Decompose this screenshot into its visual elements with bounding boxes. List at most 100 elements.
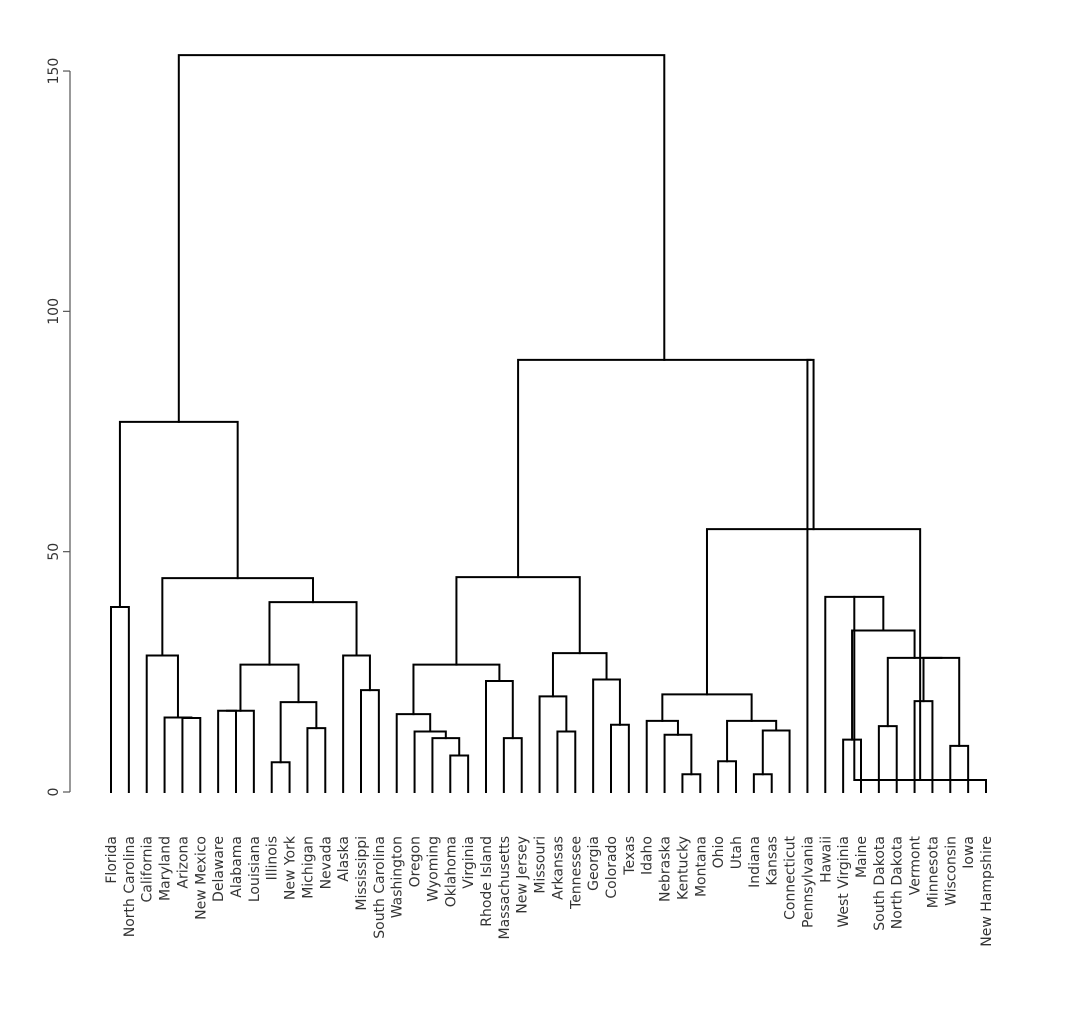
leaf-label: Alabama (229, 836, 245, 898)
dendrogram-link (877, 725, 898, 793)
dendrogram-link (645, 719, 679, 793)
leaf-label: Connecticut (783, 835, 799, 919)
leaf-label: Hawaii (818, 836, 834, 883)
dendrogram-link (502, 737, 523, 793)
dendrogram-link (270, 761, 291, 793)
leaf-label: Michigan (300, 836, 316, 899)
leaf-label: Maryland (158, 836, 174, 901)
leaf-label: Nebraska (658, 836, 674, 902)
dendrogram-link (217, 709, 237, 793)
dendrogram-link (551, 652, 608, 698)
leaf-label: Tennessee (568, 836, 584, 910)
leaf-label: New Mexico (193, 836, 209, 920)
leaf-label: Massachusetts (497, 836, 513, 939)
leaf-label: Pennsylvania (800, 836, 816, 928)
dendrogram-link (752, 773, 773, 793)
leaf-label: South Carolina (372, 836, 388, 939)
dendrogram-link (913, 700, 934, 793)
dendrogram-link (726, 719, 778, 763)
leaf-label: Wisconsin (943, 836, 959, 906)
leaf-label: Georgia (586, 836, 602, 891)
dendrogram-link (226, 709, 255, 793)
dendrogram-link (681, 773, 702, 793)
y-tick-label: 0 (46, 788, 62, 797)
leaf-label: Montana (693, 836, 709, 897)
leaf-label: Virginia (461, 836, 477, 889)
dendrogram-link (663, 733, 693, 793)
dendrogram-link (431, 737, 461, 793)
y-tick-label: 100 (46, 298, 62, 325)
leaf-label: Texas (622, 836, 638, 876)
leaf-label: Minnesota (925, 836, 941, 908)
leaf-label: Ohio (711, 836, 727, 868)
dendrogram-link (886, 656, 943, 728)
dendrogram-link (717, 760, 737, 793)
dendrogram-link (806, 358, 815, 793)
leaf-label: Colorado (604, 836, 620, 899)
leaf-label: Arkansas (550, 836, 566, 900)
dendrogram-link (279, 701, 318, 764)
dendrogram-link (360, 689, 380, 793)
y-axis: 0 50 100 150 (46, 58, 71, 797)
leaf-label: North Dakota (890, 836, 906, 929)
dendrogram-link (306, 727, 327, 793)
leaf-label: Louisiana (247, 836, 263, 902)
dendrogram-link (110, 605, 130, 793)
leaf-label: Vermont (908, 835, 924, 895)
leaf-label: New Jersey (515, 836, 531, 914)
leaf-label: Oregon (408, 836, 424, 887)
dendrogram-link (163, 716, 193, 793)
leaf-label: Oklahoma (443, 836, 459, 907)
leaf-label: Rhode Island (479, 836, 495, 927)
leaf-label: Illinois (265, 836, 281, 880)
leaf-label: Delaware (211, 836, 227, 902)
dendrogram-link (485, 679, 514, 793)
leaf-label: Iowa (961, 836, 977, 869)
dendrogram-link (517, 358, 812, 579)
leaf-label: New York (283, 835, 299, 900)
leaf-label: Wyoming (425, 836, 441, 902)
leaf-label: Nevada (318, 836, 334, 889)
leaf-label: North Carolina (122, 836, 138, 937)
leaf-label: Mississippi (354, 836, 370, 911)
leaf-label: South Dakota (872, 836, 888, 931)
leaf-label: Maine (854, 836, 870, 878)
dendrogram-link (413, 730, 447, 793)
leaf-labels: Florida North Carolina California Maryland A… (104, 835, 995, 947)
dendrogram-link (705, 528, 922, 781)
leaf-label: Indiana (747, 836, 763, 888)
leaf-label: West Virginia (836, 836, 852, 928)
leaf-label: Alaska (336, 836, 352, 882)
dendrogram-link (556, 730, 577, 793)
dendrogram-link (842, 738, 862, 793)
leaf-label: Kentucky (675, 836, 691, 900)
leaf-label: Kansas (765, 836, 781, 886)
dendrogram-link (177, 54, 666, 423)
dendrogram-link (610, 723, 630, 793)
dendrogram-link (395, 713, 432, 793)
leaf-label: New Hampshire (979, 836, 995, 947)
dendrogram-link (851, 629, 916, 741)
dendrogram-link (538, 695, 568, 793)
dendrogram-link (661, 693, 753, 722)
leaf-label: Florida (104, 836, 120, 884)
dendrogram-link (118, 420, 239, 608)
dendrogram-link (181, 716, 202, 793)
leaf-label: Arizona (175, 836, 191, 889)
y-tick-label: 150 (46, 58, 62, 85)
dendrogram-link (449, 754, 470, 793)
y-tick-label: 50 (46, 543, 62, 561)
dendrogram-link (342, 654, 371, 793)
dendrogram-link (949, 744, 970, 793)
leaf-label: Idaho (640, 836, 656, 875)
dendrogram-links (110, 54, 987, 793)
leaf-label: Washington (390, 836, 406, 918)
leaf-label: California (140, 836, 156, 902)
dendrogram-link (161, 577, 315, 657)
leaf-label: Utah (729, 836, 745, 869)
dendrogram-link (145, 654, 179, 793)
dendrogram-link (592, 678, 621, 793)
dendrogram-link (761, 729, 791, 793)
leaf-label: Missouri (533, 836, 549, 894)
